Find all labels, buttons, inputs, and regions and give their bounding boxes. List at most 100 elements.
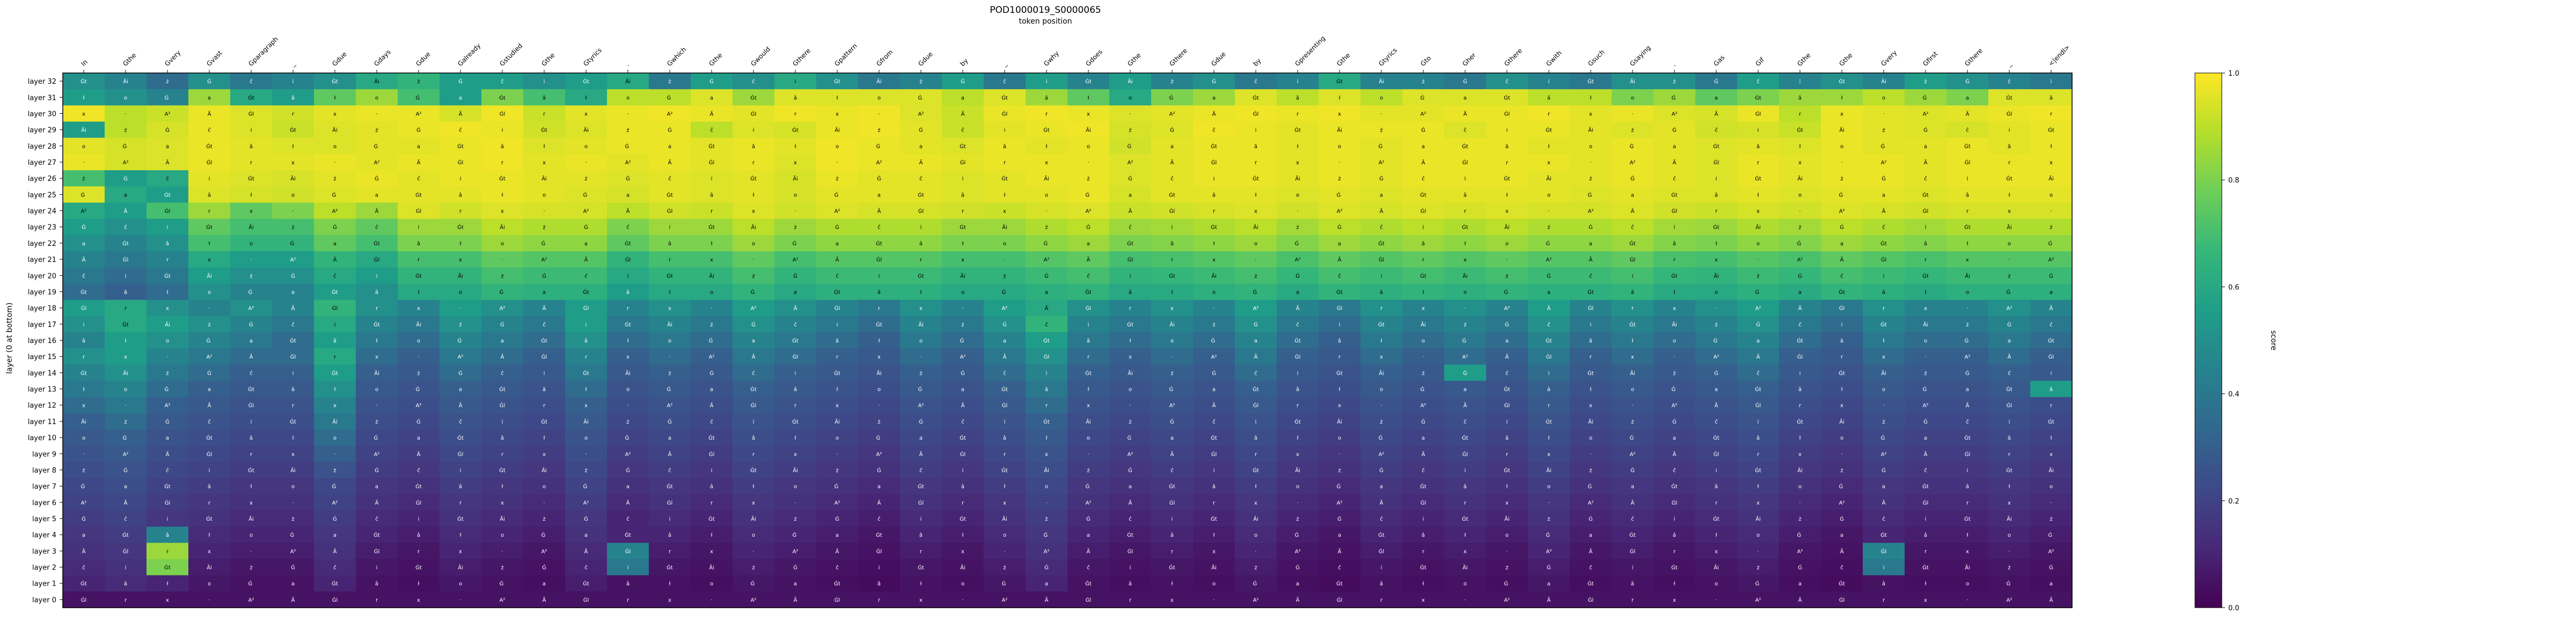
heatmap-cell	[440, 105, 482, 122]
cell-annotation: Ġt	[1880, 321, 1887, 328]
heatmap-cell	[1026, 154, 1068, 171]
heatmap-cell	[1905, 154, 1947, 171]
cell-annotation: Ġ	[835, 191, 840, 198]
cell-annotation: Ġt	[1964, 434, 1971, 441]
cell-annotation: Ã	[710, 402, 714, 409]
cell-annotation: Ġt	[1085, 369, 1092, 376]
cell-annotation: r	[878, 306, 881, 312]
cell-annotation: Ġt	[80, 369, 87, 376]
cell-annotation: ·	[1548, 500, 1549, 506]
cell-annotation: Ãi	[1462, 564, 1468, 571]
cell-annotation: Ã	[1840, 548, 1844, 555]
heatmap-cell	[1528, 267, 1570, 284]
cell-annotation: Ġt	[625, 531, 631, 538]
cell-annotation: x	[1673, 306, 1676, 312]
cell-annotation: x	[961, 257, 964, 263]
heatmap-cell	[1067, 218, 1110, 236]
y-tick-label: layer 3	[32, 548, 56, 556]
heatmap-cell	[1193, 137, 1235, 155]
cell-annotation: i	[2009, 128, 2010, 134]
heatmap-cell	[1067, 89, 1110, 106]
heatmap-cell	[733, 218, 775, 236]
cell-annotation: A²	[793, 257, 799, 263]
heatmap-cell	[1026, 137, 1068, 155]
cell-annotation: Ġt	[750, 386, 757, 393]
heatmap-cell	[607, 283, 649, 301]
cell-annotation: Ġ	[2048, 240, 2054, 247]
cell-annotation: ·	[1255, 549, 1256, 555]
cell-annotation: ·	[2050, 500, 2052, 506]
cell-annotation: Ã	[208, 402, 211, 409]
cell-annotation: Ġ	[1630, 143, 1636, 150]
heatmap-cell	[858, 267, 901, 284]
cell-annotation: Ġt	[1713, 143, 1719, 150]
cell-annotation: ·	[250, 549, 252, 555]
cell-annotation: â	[1338, 338, 1341, 344]
cell-annotation: ·	[2008, 549, 2010, 555]
heatmap-cell	[1612, 235, 1654, 252]
cell-annotation: Ã	[1882, 208, 1886, 215]
heatmap-cell	[440, 316, 482, 333]
heatmap-cell	[1988, 137, 2031, 155]
cell-annotation: ż	[1798, 225, 1801, 231]
cell-annotation: ĉ	[1463, 127, 1467, 134]
heatmap-cell	[1486, 89, 1528, 106]
cell-annotation: ł	[209, 533, 210, 538]
cell-annotation: x	[1380, 354, 1383, 360]
heatmap-cell	[1528, 73, 1570, 90]
cell-annotation: Ãi	[793, 175, 798, 182]
cell-annotation: Ġt	[1755, 466, 1761, 473]
cell-annotation: Ġl	[1923, 208, 1929, 215]
heatmap-cell	[733, 186, 775, 203]
heatmap-cell	[1486, 202, 1528, 220]
heatmap-cell	[1528, 186, 1570, 203]
cell-annotation: x	[2008, 209, 2011, 215]
cell-annotation: ·	[334, 451, 335, 457]
cell-annotation: Ġ	[541, 240, 547, 247]
heatmap-cell	[984, 89, 1026, 106]
cell-annotation: Ġl	[500, 110, 506, 117]
heatmap-cell	[272, 202, 314, 220]
cell-annotation: Ġl	[918, 208, 924, 215]
cell-annotation: Ġt	[834, 288, 840, 295]
cell-annotation: ż	[1129, 128, 1131, 134]
cell-annotation: Ġl	[81, 596, 87, 603]
cell-annotation: Ġt	[457, 434, 464, 441]
cell-annotation: Ã	[1045, 596, 1049, 603]
cell-annotation: x	[794, 451, 797, 457]
cell-annotation: Ġl	[1002, 402, 1008, 409]
cell-annotation: Ġ	[165, 127, 170, 134]
cell-annotation: o	[82, 144, 85, 150]
cell-annotation: Ã	[1170, 450, 1174, 457]
cell-annotation: i	[1758, 128, 1759, 134]
heatmap-cell	[691, 267, 733, 284]
heatmap-cell	[1360, 137, 1403, 155]
x-axis-label: token position	[1019, 17, 1072, 26]
heatmap-cell	[1988, 89, 2031, 106]
cell-annotation: â	[961, 484, 964, 490]
cell-annotation: ż	[1129, 419, 1131, 425]
heatmap-cell	[1193, 186, 1235, 203]
cell-annotation: Ġ	[1170, 127, 1174, 134]
cell-annotation: ż	[1003, 565, 1006, 571]
cell-annotation: Ãi	[1337, 127, 1342, 134]
cell-annotation: Ġl	[248, 402, 254, 409]
cell-annotation: â	[291, 94, 295, 101]
cell-annotation: i	[1925, 516, 1927, 522]
cell-annotation: Ã	[1129, 499, 1132, 506]
heatmap-cell	[63, 235, 105, 252]
cell-annotation: a	[877, 192, 881, 198]
cell-annotation: â	[1882, 289, 1885, 295]
cell-annotation: ż	[1296, 516, 1299, 522]
y-axis-label: layer (0 at bottom)	[5, 302, 14, 374]
cell-annotation: â	[2050, 94, 2053, 101]
cell-annotation: A²	[207, 354, 213, 360]
heatmap-cell	[1151, 202, 1194, 220]
heatmap-cell	[1695, 121, 1738, 138]
cell-annotation: a	[1045, 581, 1048, 587]
heatmap-cell	[1235, 300, 1277, 317]
cell-annotation: Ãi	[1253, 515, 1258, 522]
cell-annotation: ·	[711, 306, 712, 312]
cell-annotation: i	[1799, 79, 1801, 85]
cell-annotation: ĉ	[2008, 370, 2011, 376]
